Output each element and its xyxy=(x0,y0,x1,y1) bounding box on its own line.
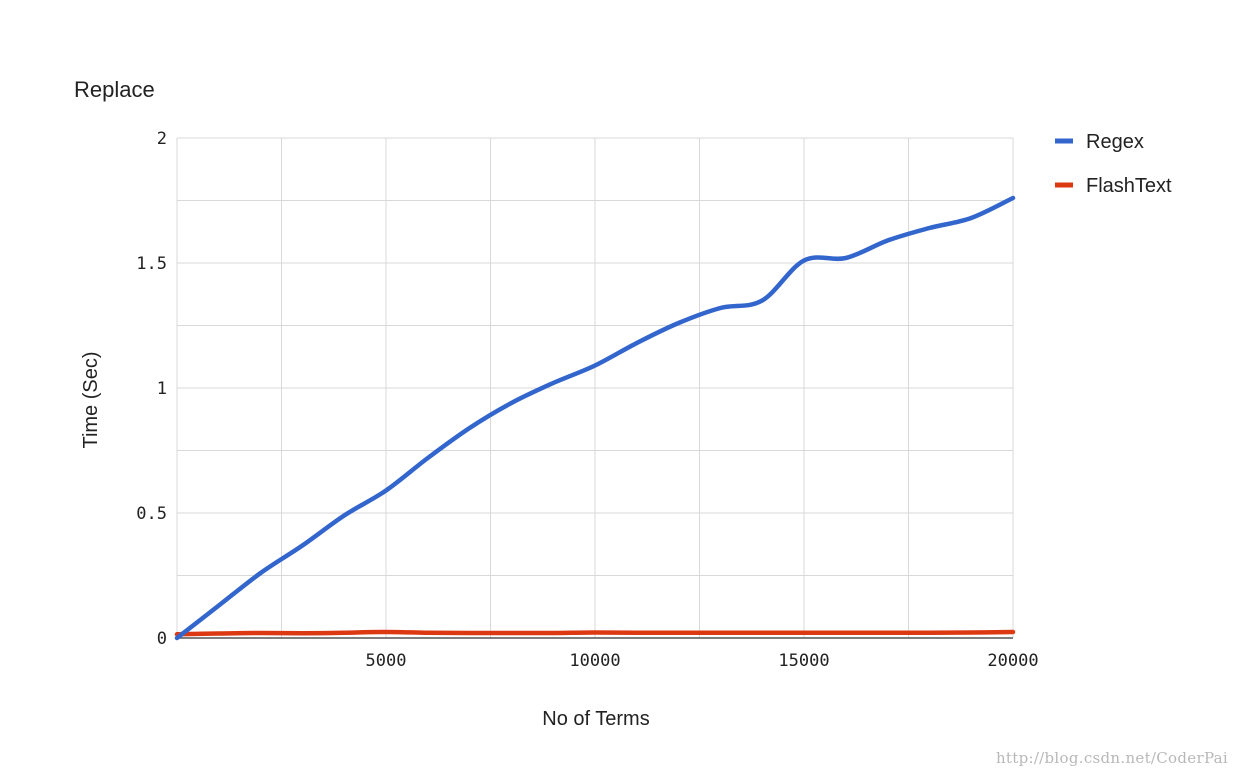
series-line-regex xyxy=(174,195,1016,641)
y-tick-label: 0.5 xyxy=(136,504,167,524)
y-tick-label: 1.5 xyxy=(136,254,167,274)
y-axis-label: Time (Sec) xyxy=(80,351,102,448)
grid xyxy=(176,137,1014,639)
x-axis-label: No of Terms xyxy=(542,708,649,730)
x-tick-labels: 5000 10000 15000 20000 xyxy=(366,651,1039,671)
y-tick-labels: 0 0.5 1 1.5 2 xyxy=(136,129,167,649)
legend: Regex FlashText xyxy=(1055,131,1172,197)
series-lines xyxy=(174,195,1016,641)
x-tick-label: 5000 xyxy=(366,651,407,671)
x-tick-label: 15000 xyxy=(778,651,829,671)
y-tick-label: 1 xyxy=(157,379,167,399)
watermark: http://blog.csdn.net/CoderPai xyxy=(995,749,1228,767)
legend-label-flashtext: FlashText xyxy=(1086,175,1172,197)
series-line-flashtext xyxy=(174,629,1016,637)
y-tick-label: 0 xyxy=(157,629,167,649)
x-tick-label: 20000 xyxy=(987,651,1038,671)
y-tick-label: 2 xyxy=(157,129,167,149)
legend-label-regex: Regex xyxy=(1086,131,1144,153)
chart-title: Replace xyxy=(74,77,155,102)
x-tick-label: 10000 xyxy=(569,651,620,671)
